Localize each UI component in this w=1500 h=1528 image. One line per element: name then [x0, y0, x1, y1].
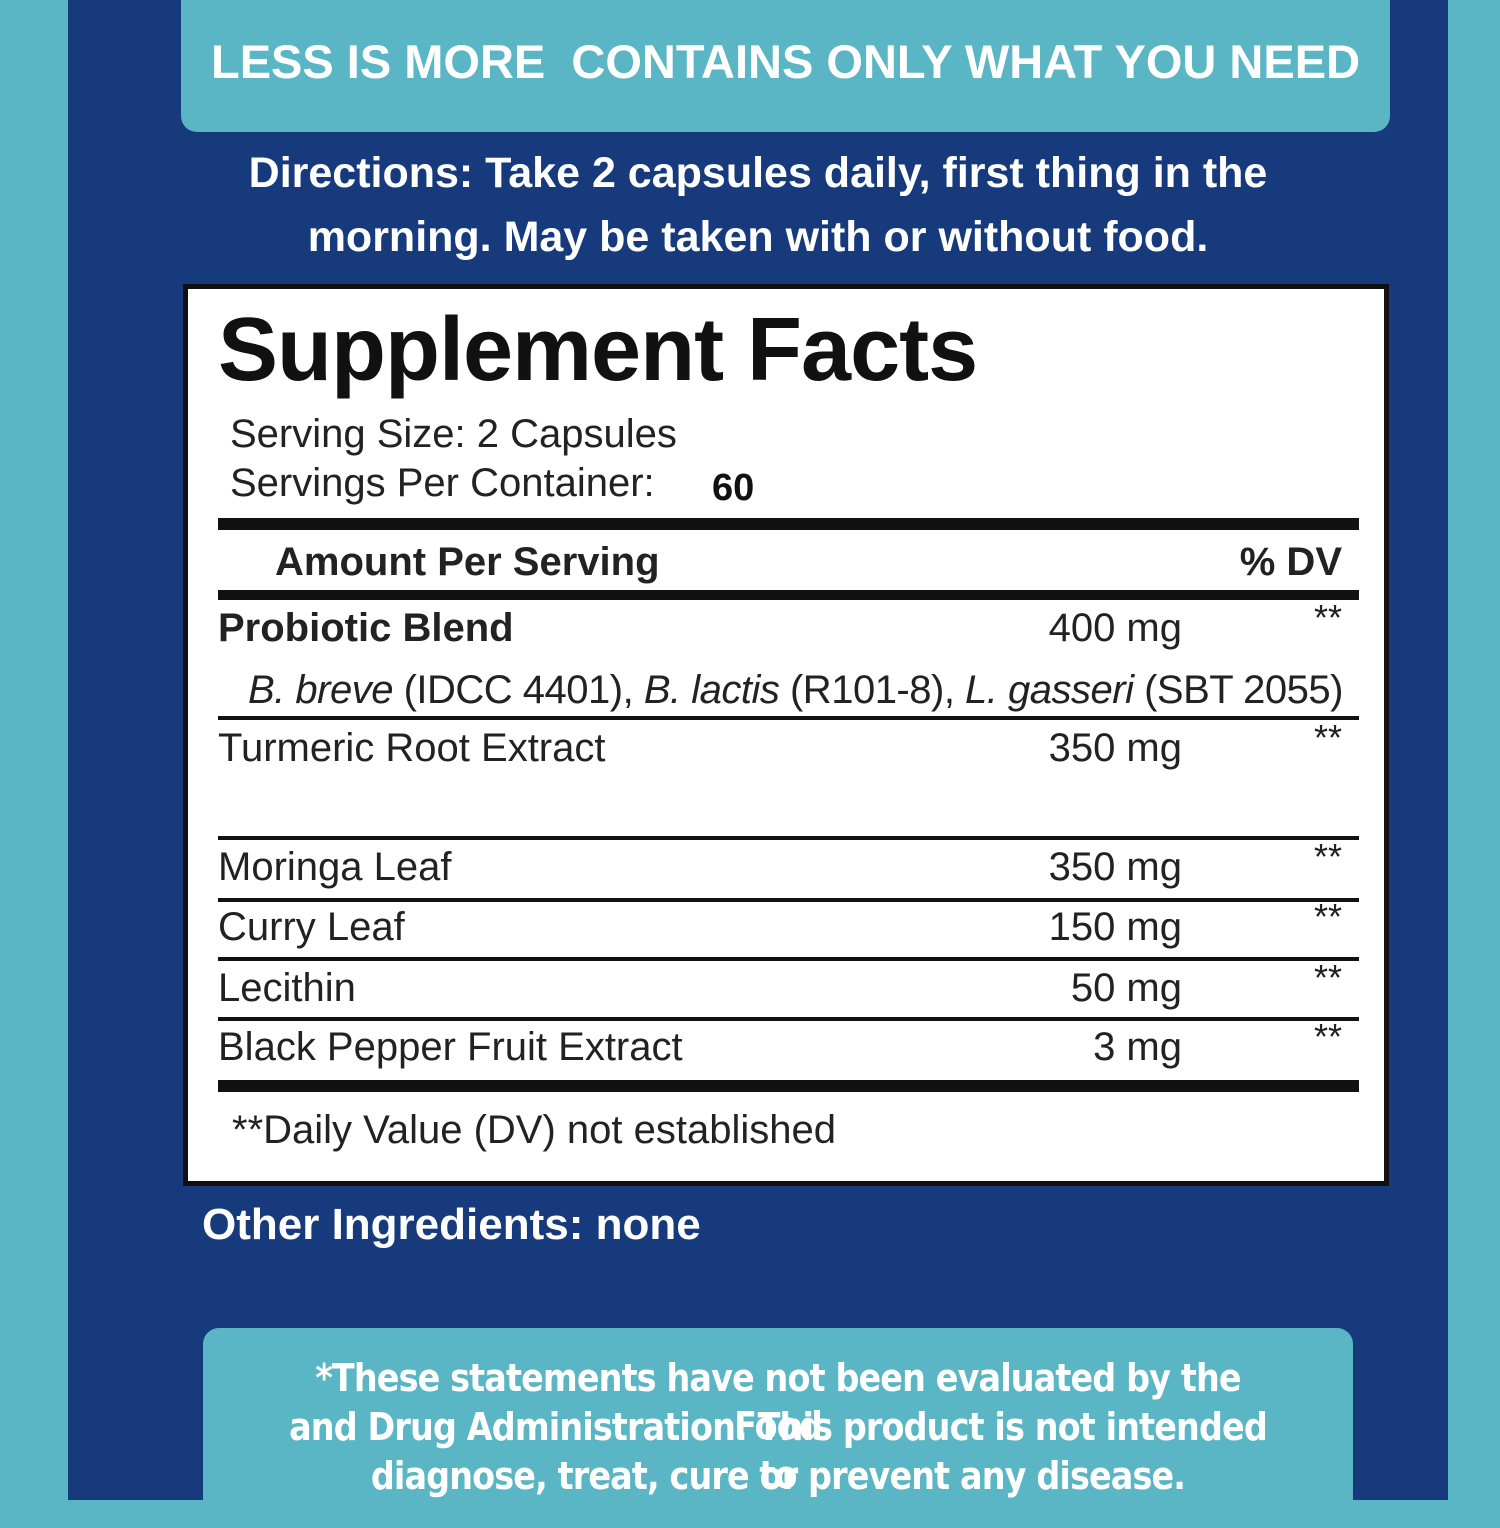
strain-part: (SBT 2055) [1133, 668, 1343, 712]
strain-part: B. breve [248, 668, 393, 712]
disclaimer-line: and Drug Administration. This product is… [289, 1405, 1268, 1497]
thin-rule [218, 898, 1359, 902]
strain-part: L. gasseri [965, 668, 1134, 712]
other-ingredients: Other Ingredients: none [202, 1200, 701, 1249]
daily-value: ** [1313, 836, 1342, 877]
disclaimer-line: diagnose, treat, cure or prevent any dis… [370, 1454, 1186, 1498]
amount-header: Amount Per Serving [275, 540, 660, 584]
thin-rule [218, 1017, 1359, 1021]
daily-value: ** [1313, 717, 1342, 758]
ingredient-amount: 50 mg [1070, 966, 1182, 1010]
ingredient-name: Turmeric Root Extract [218, 726, 606, 770]
disclaimer-panel [203, 1328, 1353, 1528]
thin-rule [218, 716, 1359, 720]
directions-line: morning. May be taken with or without fo… [307, 213, 1209, 261]
thick-rule [218, 590, 1359, 600]
daily-value: ** [1313, 957, 1342, 998]
thick-rule [218, 1080, 1359, 1092]
strain-part: (IDCC 4401), [392, 668, 644, 712]
ingredient-name: Black Pepper Fruit Extract [218, 1025, 683, 1069]
footnote: **Daily Value (DV) not established [232, 1108, 837, 1152]
ingredient-amount: 350 mg [1048, 726, 1182, 770]
servings-value: 60 [712, 467, 755, 509]
facts-panel [183, 284, 1389, 1186]
thin-rule [218, 836, 1359, 840]
strain-part: (R101-8), [779, 668, 966, 712]
dv-header: % DV [1239, 540, 1342, 584]
banner: LESS IS MORE CONTAINS ONLY WHAT YOU NEED [181, 0, 1390, 132]
facts-title: Supplement Facts [218, 300, 978, 400]
daily-value: ** [1313, 1016, 1342, 1057]
ingredient-amount: 400 mg [1048, 606, 1182, 650]
serving-size: Serving Size: 2 Capsules [230, 412, 677, 456]
strain-list: B. breve (IDCC 4401), B. lactis (R101-8)… [248, 665, 1343, 715]
ingredient-name: Lecithin [218, 966, 356, 1010]
disclaimer-line: *These statements have not been evaluate… [315, 1356, 1241, 1448]
banner-text: LESS IS MORE CONTAINS ONLY WHAT YOU NEED [210, 35, 1361, 88]
ingredient-name: Curry Leaf [218, 905, 405, 949]
strain-part: B. lactis [643, 668, 780, 712]
daily-value: ** [1313, 597, 1342, 638]
servings-label: Servings Per Container: [230, 461, 655, 505]
ingredient-amount: 350 mg [1048, 845, 1182, 889]
ingredient-name: Probiotic Blend [218, 606, 514, 650]
thin-rule [218, 957, 1359, 961]
daily-value: ** [1313, 896, 1342, 937]
ingredient-name: Moringa Leaf [218, 845, 452, 889]
ingredient-amount: 150 mg [1048, 905, 1182, 949]
thick-rule [218, 518, 1359, 530]
ingredient-amount: 3 mg [1093, 1025, 1182, 1069]
directions-line: Directions: Take 2 capsules daily, first… [248, 149, 1268, 197]
